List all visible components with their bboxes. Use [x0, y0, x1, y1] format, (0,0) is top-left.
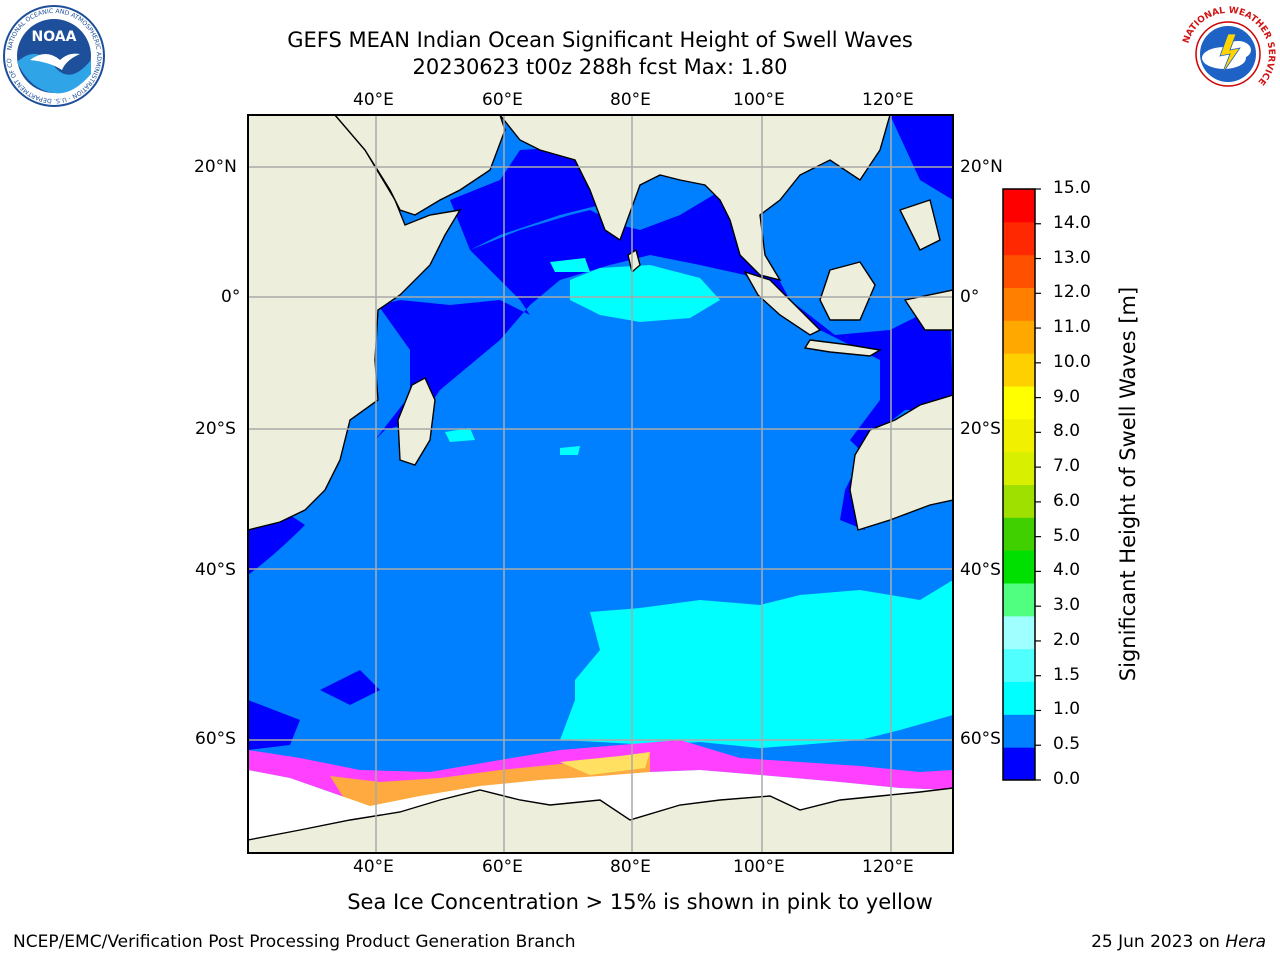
- colorbar-tick-label: 1.5: [1053, 664, 1081, 685]
- lon-label-top: 120°E: [862, 90, 914, 110]
- lon-label-bottom: 120°E: [862, 857, 914, 877]
- colorbar-label: Significant Height of Swell Waves [m]: [1116, 286, 1140, 682]
- colorbar-segment: [1003, 451, 1035, 485]
- asia-landmass: [499, 115, 891, 282]
- lat-label-left: 20°S: [195, 419, 236, 439]
- colorbar-tick-label: 9.0: [1053, 386, 1081, 407]
- lat-label-right: 20°S: [960, 419, 1001, 439]
- host-name: Hera: [1225, 932, 1266, 952]
- colorbar-tick-label: 8.0: [1053, 421, 1081, 442]
- colorbar-segment: [1003, 484, 1035, 518]
- colorbar-segment: [1003, 353, 1035, 387]
- colorbar-segment: [1003, 221, 1035, 256]
- colorbar-segment: [1003, 254, 1035, 288]
- colorbar-segment: [1003, 681, 1035, 715]
- madagascar-landmass: [397, 377, 436, 466]
- colorbar-tick-label: 5.0: [1053, 525, 1081, 546]
- colorbar-tick-label: 6.0: [1053, 490, 1081, 511]
- colorbar-segment: [1003, 583, 1035, 617]
- lat-label-left: 20°N: [194, 157, 237, 177]
- colorbar-segment: [1003, 287, 1035, 321]
- map-frame: [247, 114, 954, 854]
- lon-label-bottom: 60°E: [482, 857, 523, 877]
- lat-label-right: 0°: [960, 287, 980, 307]
- colorbar-tick-label: 0.0: [1053, 769, 1081, 789]
- generation-date-text: 25 Jun 2023 on: [1091, 932, 1220, 952]
- lon-label-top: 40°E: [353, 90, 394, 110]
- lat-label-left: 0°: [221, 287, 241, 307]
- colorbar-segment: [1003, 714, 1035, 748]
- colorbar-tick-label: 13.0: [1053, 247, 1091, 268]
- lat-label-right: 20°N: [960, 157, 1003, 177]
- lon-label-bottom: 100°E: [733, 857, 785, 877]
- generation-date: 25 Jun 2023 on Hera: [1091, 932, 1266, 952]
- sea-ice-footnote: Sea Ice Concentration > 15% is shown in …: [347, 890, 933, 914]
- lat-label-right: 40°S: [960, 560, 1001, 580]
- colorbar-segment: [1003, 189, 1035, 223]
- colorbar-tick-label: 11.0: [1053, 317, 1091, 338]
- colorbar-tick-label: 2.0: [1053, 629, 1081, 650]
- chart-subtitle: 20230623 t00z 288h fcst Max: 1.80: [412, 55, 788, 79]
- colorbar-tick-label: 3.0: [1053, 595, 1081, 616]
- java-landmass: [803, 339, 882, 357]
- colorbar-segment: [1003, 517, 1035, 551]
- new-guinea-landmass: [903, 289, 953, 331]
- colorbar-segment: [1003, 418, 1035, 453]
- colorbar-tick-label: 0.5: [1053, 734, 1081, 755]
- swell-1m-region: [445, 258, 953, 748]
- colorbar-tick-label: 7.0: [1053, 456, 1081, 477]
- lat-label-left: 60°S: [195, 729, 236, 749]
- chart-title: GEFS MEAN Indian Ocean Significant Heigh…: [287, 28, 913, 52]
- map-gridlines: [248, 115, 953, 853]
- colorbar-segment: [1003, 320, 1035, 354]
- lon-label-bottom: 80°E: [610, 857, 651, 877]
- colorbar-segment: [1003, 747, 1035, 781]
- colorbar-segment: [1003, 386, 1035, 420]
- sri-lanka-landmass: [627, 248, 641, 274]
- lat-label-right: 60°S: [960, 729, 1001, 749]
- colorbar-tick-label: 12.0: [1053, 282, 1091, 303]
- colorbar-segment: [1003, 615, 1035, 650]
- colorbar-segment: [1003, 550, 1035, 584]
- borneo-landmass: [819, 261, 876, 321]
- colorbar-tick-label: 10.0: [1053, 351, 1091, 372]
- landmass: [248, 115, 953, 853]
- colorbar-tick-label: 4.0: [1053, 560, 1081, 581]
- noaa-logo-icon: NATIONAL OCEANIC AND ATMOSPHERIC ADMINIS…: [2, 4, 105, 107]
- lon-label-top: 80°E: [610, 90, 651, 110]
- producer-credit: NCEP/EMC/Verification Post Processing Pr…: [13, 932, 576, 952]
- lon-label-bottom: 40°E: [353, 857, 394, 877]
- antarctica-landmass: [248, 787, 953, 853]
- svg-text:NOAA: NOAA: [32, 29, 77, 45]
- lon-label-top: 100°E: [733, 90, 785, 110]
- colorbar-segment: [1003, 648, 1035, 682]
- colorbar-tick-label: 14.0: [1053, 212, 1091, 233]
- colorbar-frame: [1002, 188, 1036, 781]
- colorbar-tick-label: 15.0: [1053, 178, 1091, 198]
- philippines-landmass: [899, 199, 941, 251]
- lat-label-left: 40°S: [195, 560, 236, 580]
- colorbar: [1003, 188, 1041, 781]
- nws-logo-icon: NATIONAL WEATHER SERVICE: [1180, 6, 1276, 102]
- colorbar-tick-label: 1.0: [1053, 699, 1081, 720]
- lon-label-top: 60°E: [482, 90, 523, 110]
